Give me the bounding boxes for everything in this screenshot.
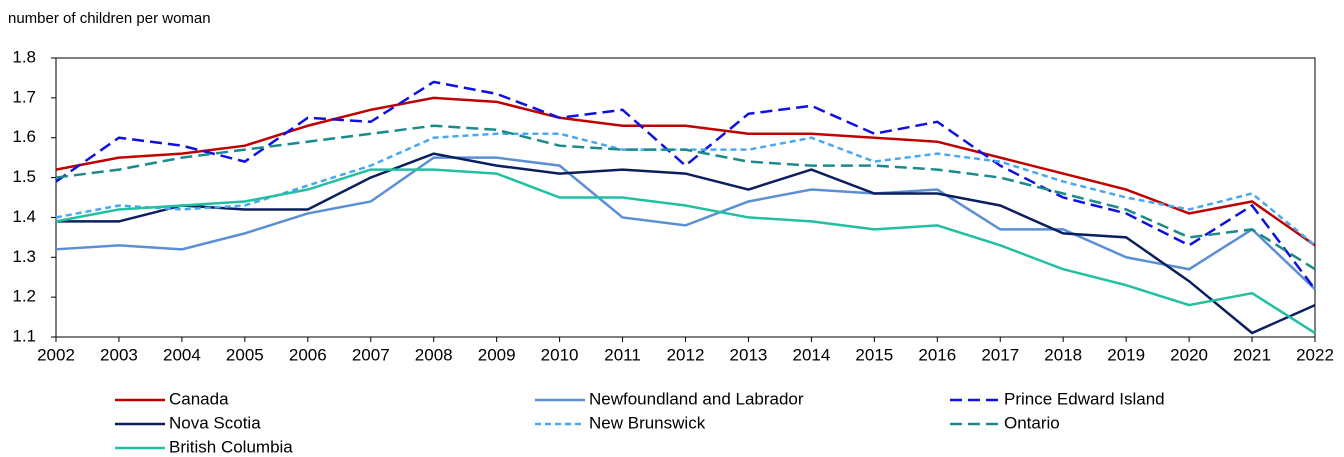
x-tick-label: 2020 bbox=[1170, 345, 1208, 364]
x-tick-label: 2011 bbox=[604, 345, 641, 364]
series-line bbox=[56, 152, 1316, 335]
y-tick-label: 1.7 bbox=[12, 87, 36, 106]
x-tick-label: 2018 bbox=[1044, 345, 1082, 364]
series-line bbox=[55, 156, 1316, 291]
x-tick-label: 2009 bbox=[478, 345, 516, 364]
y-tick-label: 1.4 bbox=[12, 207, 36, 226]
x-tick-label: 2004 bbox=[163, 345, 201, 364]
x-tick-label: 2013 bbox=[730, 345, 768, 364]
x-tick-label: 2012 bbox=[667, 345, 705, 364]
y-axis-label: number of children per woman bbox=[8, 10, 211, 27]
y-tick-label: 1.5 bbox=[12, 167, 36, 186]
x-tick-label: 2015 bbox=[855, 345, 893, 364]
legend-label: Ontario bbox=[1004, 413, 1060, 432]
x-tick-label: 2006 bbox=[289, 345, 327, 364]
legend-label: Newfoundland and Labrador bbox=[589, 389, 804, 408]
x-tick-label: 2017 bbox=[981, 345, 1019, 364]
x-tick-label: 2021 bbox=[1233, 345, 1271, 364]
y-tick-label: 1.3 bbox=[12, 247, 36, 266]
legend-label: New Brunswick bbox=[589, 413, 706, 432]
x-tick-label: 2014 bbox=[792, 345, 830, 364]
x-tick-label: 2016 bbox=[918, 345, 956, 364]
legend-label: Canada bbox=[169, 389, 229, 408]
x-tick-label: 2002 bbox=[37, 345, 75, 364]
x-tick-label: 2019 bbox=[1107, 345, 1145, 364]
x-tick-label: 2010 bbox=[541, 345, 579, 364]
y-tick-label: 1.6 bbox=[12, 127, 36, 146]
x-tick-label: 2005 bbox=[226, 345, 264, 364]
legend-label: British Columbia bbox=[169, 437, 293, 456]
x-tick-label: 2007 bbox=[352, 345, 390, 364]
series-line bbox=[55, 96, 1316, 247]
legend-label: Nova Scotia bbox=[169, 413, 261, 432]
y-tick-label: 1.2 bbox=[12, 287, 36, 306]
x-tick-label: 2008 bbox=[415, 345, 453, 364]
y-tick-label: 1.1 bbox=[12, 326, 36, 345]
series-line bbox=[55, 124, 1316, 271]
legend-label: Prince Edward Island bbox=[1004, 389, 1165, 408]
x-tick-label: 2003 bbox=[100, 345, 138, 364]
plot-frame bbox=[55, 57, 1316, 338]
x-tick-label: 2022 bbox=[1296, 345, 1334, 364]
series-line bbox=[55, 168, 1316, 335]
y-tick-label: 1.8 bbox=[12, 47, 36, 66]
